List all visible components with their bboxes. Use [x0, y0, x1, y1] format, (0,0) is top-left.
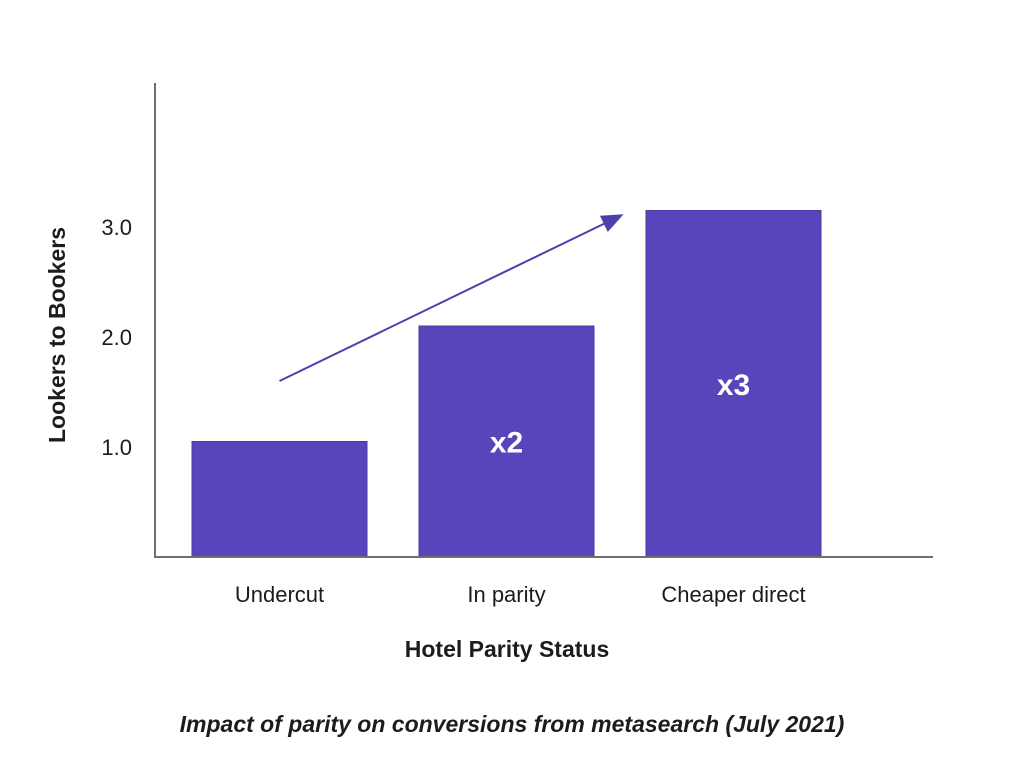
annotations-group: [279, 214, 624, 382]
chart-caption: Impact of parity on conversions from met…: [180, 711, 845, 737]
y-tick-label: 1.0: [101, 435, 132, 460]
y-tick-labels-group: 1.0 2.0 3.0: [101, 215, 132, 460]
bar-cheaper-direct: [645, 210, 822, 558]
trend-arrow: [279, 214, 624, 382]
x-category-labels-group: Undercut In parity Cheaper direct: [235, 582, 806, 607]
bar-undercut: [191, 441, 368, 558]
bar-in-parity: [418, 325, 595, 558]
category-label: Cheaper direct: [661, 582, 805, 607]
bar-multiplier-label: x3: [717, 369, 750, 402]
category-label: In parity: [467, 582, 545, 607]
y-tick-label: 3.0: [101, 215, 132, 240]
y-axis-title: Lookers to Bookers: [44, 227, 70, 443]
bar-multiplier-label: x2: [490, 427, 523, 460]
x-axis-title: Hotel Parity Status: [405, 636, 610, 662]
y-tick-label: 2.0: [101, 325, 132, 350]
category-label: Undercut: [235, 582, 324, 607]
bars-group: x2 x3: [191, 210, 822, 558]
